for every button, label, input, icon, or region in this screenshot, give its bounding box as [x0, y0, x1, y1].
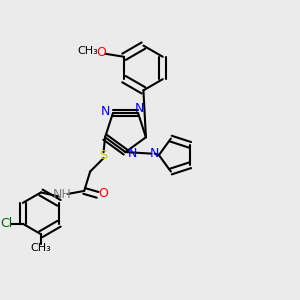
Text: N: N [135, 102, 144, 115]
Text: S: S [100, 148, 108, 162]
Text: O: O [96, 46, 106, 59]
Text: NH: NH [53, 188, 72, 201]
Text: CH₃: CH₃ [78, 46, 99, 56]
Text: N: N [150, 147, 159, 160]
Text: N: N [128, 147, 137, 160]
Text: O: O [98, 188, 108, 200]
Text: Cl: Cl [0, 217, 13, 230]
Text: CH₃: CH₃ [31, 243, 51, 253]
Text: N: N [101, 105, 110, 118]
